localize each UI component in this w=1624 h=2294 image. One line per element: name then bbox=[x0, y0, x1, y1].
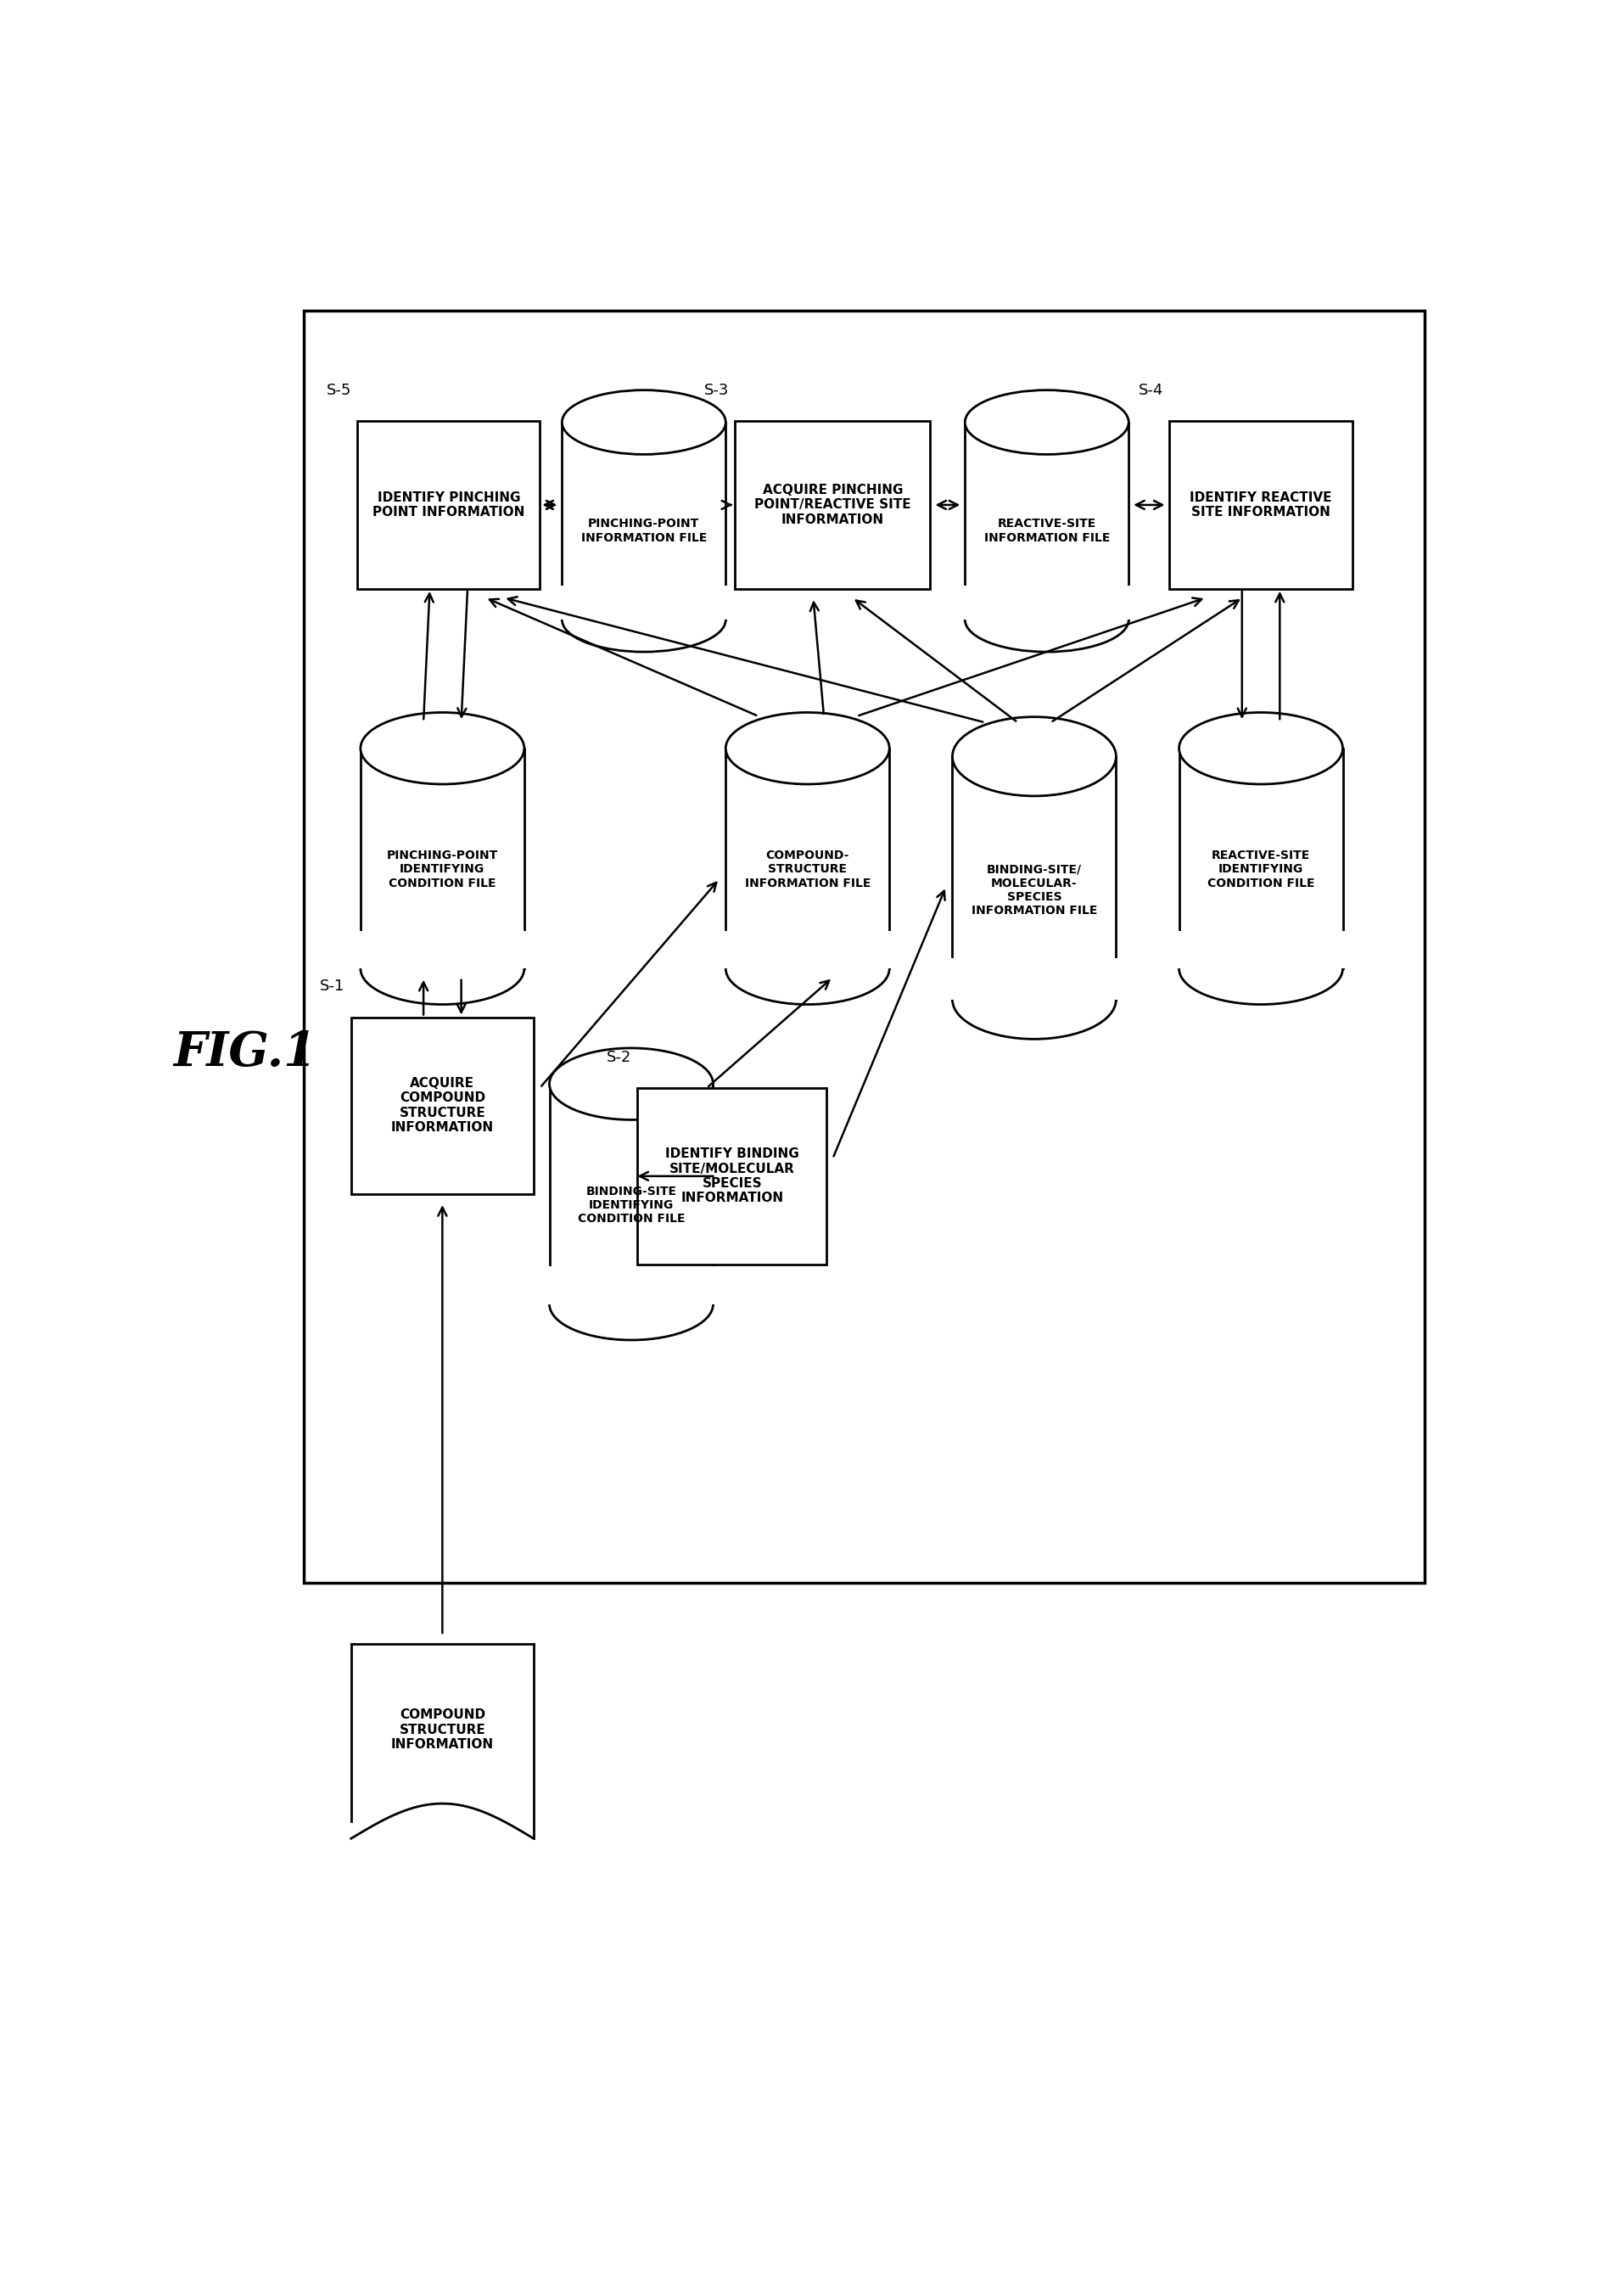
Bar bbox=[351, 1645, 533, 1837]
FancyBboxPatch shape bbox=[734, 422, 931, 590]
Ellipse shape bbox=[562, 587, 726, 651]
Text: REACTIVE-SITE
IDENTIFYING
CONDITION FILE: REACTIVE-SITE IDENTIFYING CONDITION FILE bbox=[1207, 849, 1314, 890]
Bar bbox=[950, 959, 1117, 1000]
Ellipse shape bbox=[952, 716, 1116, 796]
Bar bbox=[361, 748, 525, 968]
FancyBboxPatch shape bbox=[357, 422, 539, 590]
Ellipse shape bbox=[1179, 934, 1341, 1005]
Text: PINCHING-POINT
IDENTIFYING
CONDITION FILE: PINCHING-POINT IDENTIFYING CONDITION FIL… bbox=[387, 849, 499, 890]
Bar bbox=[961, 585, 1130, 619]
Text: BINDING-SITE
IDENTIFYING
CONDITION FILE: BINDING-SITE IDENTIFYING CONDITION FILE bbox=[577, 1186, 685, 1225]
Text: COMPOUND
STRUCTURE
INFORMATION: COMPOUND STRUCTURE INFORMATION bbox=[391, 1709, 494, 1750]
Text: ACQUIRE
COMPOUND
STRUCTURE
INFORMATION: ACQUIRE COMPOUND STRUCTURE INFORMATION bbox=[391, 1076, 494, 1133]
Bar bbox=[723, 931, 892, 968]
Text: IDENTIFY BINDING
SITE/MOLECULAR
SPECIES
INFORMATION: IDENTIFY BINDING SITE/MOLECULAR SPECIES … bbox=[664, 1147, 799, 1204]
Text: S-3: S-3 bbox=[703, 383, 729, 399]
Bar bbox=[726, 748, 888, 968]
Bar bbox=[965, 422, 1129, 619]
Bar bbox=[549, 1085, 713, 1305]
Ellipse shape bbox=[952, 959, 1116, 1039]
Bar bbox=[547, 1266, 715, 1305]
Ellipse shape bbox=[726, 934, 888, 1005]
Bar bbox=[357, 931, 526, 968]
Text: S-5: S-5 bbox=[326, 383, 351, 399]
Ellipse shape bbox=[361, 934, 525, 1005]
Text: S-4: S-4 bbox=[1138, 383, 1163, 399]
FancyBboxPatch shape bbox=[1169, 422, 1351, 590]
Bar bbox=[1176, 931, 1345, 968]
FancyBboxPatch shape bbox=[637, 1087, 827, 1264]
Text: FIG.1: FIG.1 bbox=[174, 1030, 317, 1076]
Text: BINDING-SITE/
MOLECULAR-
SPECIES
INFORMATION FILE: BINDING-SITE/ MOLECULAR- SPECIES INFORMA… bbox=[971, 863, 1096, 918]
Ellipse shape bbox=[1179, 713, 1341, 785]
Ellipse shape bbox=[549, 1269, 713, 1340]
Text: ACQUIRE PINCHING
POINT/REACTIVE SITE
INFORMATION: ACQUIRE PINCHING POINT/REACTIVE SITE INF… bbox=[754, 484, 911, 525]
Ellipse shape bbox=[562, 390, 726, 454]
Ellipse shape bbox=[965, 587, 1129, 651]
Text: S-1: S-1 bbox=[320, 980, 344, 993]
Text: COMPOUND-
STRUCTURE
INFORMATION FILE: COMPOUND- STRUCTURE INFORMATION FILE bbox=[744, 849, 870, 890]
Bar bbox=[559, 585, 728, 619]
Text: S-2: S-2 bbox=[606, 1051, 630, 1064]
Bar bbox=[952, 757, 1116, 1000]
Text: PINCHING-POINT
INFORMATION FILE: PINCHING-POINT INFORMATION FILE bbox=[581, 518, 706, 544]
Text: REACTIVE-SITE
INFORMATION FILE: REACTIVE-SITE INFORMATION FILE bbox=[984, 518, 1109, 544]
Bar bbox=[1179, 748, 1341, 968]
Ellipse shape bbox=[549, 1048, 713, 1119]
Text: IDENTIFY REACTIVE
SITE INFORMATION: IDENTIFY REACTIVE SITE INFORMATION bbox=[1189, 491, 1332, 518]
Ellipse shape bbox=[726, 713, 888, 785]
Bar bbox=[562, 422, 726, 619]
Ellipse shape bbox=[965, 390, 1129, 454]
Ellipse shape bbox=[361, 713, 525, 785]
Text: IDENTIFY PINCHING
POINT INFORMATION: IDENTIFY PINCHING POINT INFORMATION bbox=[372, 491, 525, 518]
FancyBboxPatch shape bbox=[304, 310, 1424, 1583]
FancyBboxPatch shape bbox=[351, 1016, 533, 1193]
